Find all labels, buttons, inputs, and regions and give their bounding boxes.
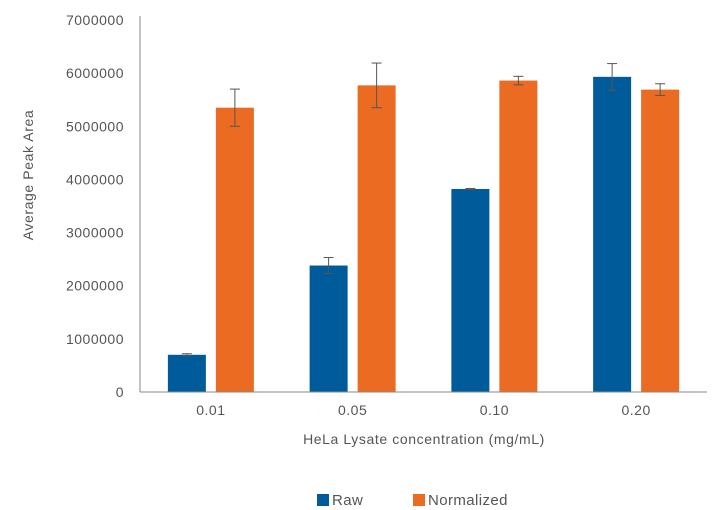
bar-raw-0-05 xyxy=(309,265,348,392)
x-tick-label: 0.05 xyxy=(338,402,367,418)
error-bar-raw-0-20 xyxy=(607,63,618,91)
bar-normalized-0-20 xyxy=(641,89,680,393)
error-bar-normalized-0-05 xyxy=(371,62,382,109)
x-axis-title: HeLa Lysate concentration (mg/mL) xyxy=(303,431,545,447)
y-tick-label: 4000000 xyxy=(66,171,124,187)
y-tick-label: 0 xyxy=(116,384,124,400)
error-bar-normalized-0-20 xyxy=(655,83,666,96)
y-tick-label: 5000000 xyxy=(66,118,124,134)
bar-normalized-0-10 xyxy=(499,80,538,392)
y-tick-label: 7000000 xyxy=(66,12,124,28)
y-tick-label: 3000000 xyxy=(66,225,124,241)
x-tick-label: 0.20 xyxy=(622,402,651,418)
x-tick-label: 0.10 xyxy=(480,402,509,418)
legend-swatch xyxy=(413,494,425,506)
error-bar-raw-0-01 xyxy=(181,353,192,357)
bar-normalized-0-05 xyxy=(357,85,396,392)
y-tick-label: 6000000 xyxy=(66,65,124,81)
bars xyxy=(167,76,680,393)
legend: Raw Normalized xyxy=(317,492,508,509)
bar-normalized-0-01 xyxy=(215,107,254,392)
legend-item-raw: Raw xyxy=(317,492,363,509)
legend-item-normalized: Normalized xyxy=(413,492,508,509)
legend-swatch xyxy=(317,494,329,506)
y-axis-title: Average Peak Area xyxy=(20,110,36,241)
legend-label: Normalized xyxy=(428,492,508,509)
error-bar-normalized-0-10 xyxy=(513,75,524,86)
x-axis-ticks: 0.01 0.05 0.10 0.20 xyxy=(196,402,651,418)
error-bar-raw-0-05 xyxy=(323,257,334,274)
bar-raw-0-01 xyxy=(167,354,206,392)
error-bars xyxy=(181,62,666,357)
error-bar-raw-0-10 xyxy=(465,187,476,191)
error-bar-normalized-0-01 xyxy=(229,88,240,127)
y-tick-label: 1000000 xyxy=(66,331,124,347)
y-axis-ticks: 0 1000000 2000000 3000000 4000000 5000000 6000… xyxy=(66,12,124,400)
legend-label: Raw xyxy=(332,492,363,509)
y-tick-label: 2000000 xyxy=(66,278,124,294)
bar-raw-0-10 xyxy=(451,188,490,392)
bar-raw-0-20 xyxy=(593,76,632,392)
x-tick-label: 0.01 xyxy=(196,402,225,418)
